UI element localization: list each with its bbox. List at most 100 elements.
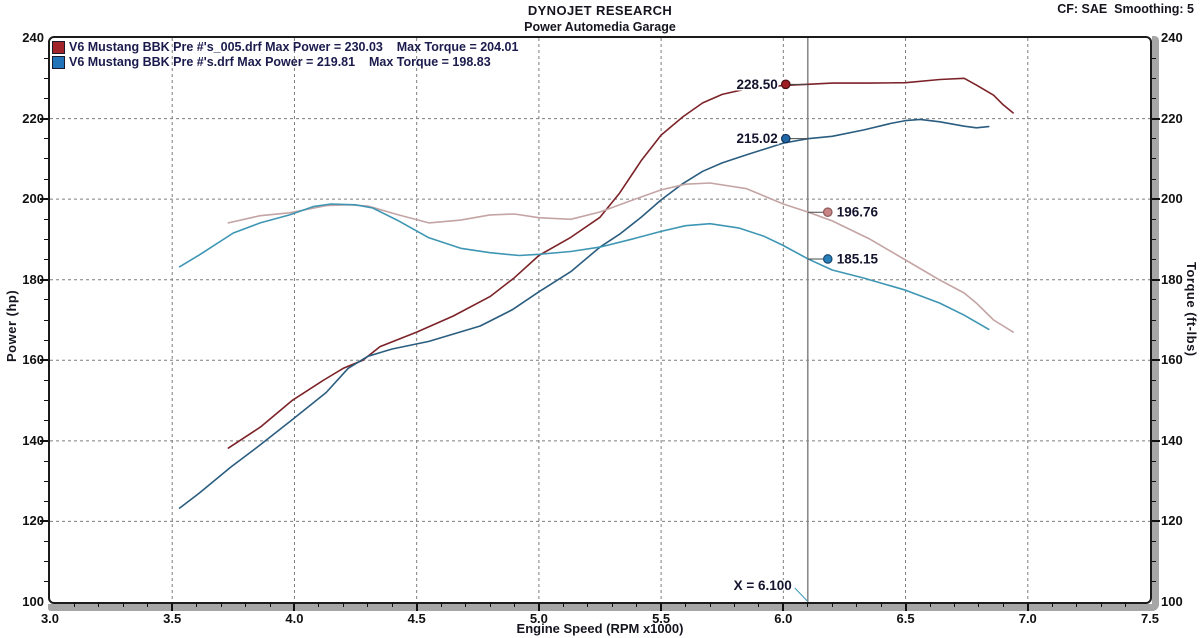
- y-right-tick-label: 200: [1161, 191, 1183, 207]
- y-right-minor-tick: [1152, 158, 1156, 160]
- y-left-tick-label: 100: [22, 594, 44, 609]
- x-axis-minor-tick: [953, 603, 955, 607]
- x-axis-minor-tick: [636, 603, 638, 607]
- y-left-minor-tick: [44, 77, 48, 79]
- cursor-value-label: 215.02: [736, 131, 777, 146]
- x-axis-minor-tick: [880, 603, 882, 607]
- y-right-minor-tick: [1152, 339, 1156, 341]
- cursor-marker-dot: [822, 207, 833, 217]
- x-axis-minor-tick: [978, 603, 980, 607]
- y-left-minor-tick: [44, 238, 48, 240]
- y-right-tick-label: 240: [1161, 30, 1183, 45]
- y-right-major-tick: [1152, 278, 1160, 281]
- y-right-minor-tick: [1152, 379, 1156, 381]
- y-left-minor-tick: [44, 259, 48, 261]
- y-right-major-tick: [1152, 439, 1160, 442]
- y-right-major-tick: [1152, 359, 1160, 362]
- x-axis-major-tick: [415, 603, 418, 611]
- y-right-tick-label: 220: [1161, 110, 1183, 126]
- y-right-minor-tick: [1152, 420, 1156, 422]
- legend: V6 Mustang BBK Pre #'s_005.drf Max Power…: [52, 40, 518, 70]
- y-left-tick-label: 120: [22, 513, 44, 529]
- x-axis-minor-tick: [147, 603, 149, 607]
- y-left-minor-tick: [44, 500, 48, 502]
- y-left-minor-tick: [44, 319, 48, 321]
- y-right-minor-tick: [1152, 480, 1156, 482]
- y-left-minor-tick: [44, 379, 48, 381]
- cursor-value-label: 228.50: [736, 77, 777, 92]
- cursor-value-label: 196.76: [837, 205, 879, 220]
- x-axis-minor-tick: [587, 603, 589, 607]
- cursor-value-label: 185.15: [837, 251, 879, 266]
- y-right-minor-tick: [1152, 178, 1156, 180]
- y-right-minor-tick: [1152, 460, 1156, 462]
- y-left-major-tick: [40, 198, 48, 201]
- x-tick-label: 4.0: [285, 611, 304, 626]
- y-right-minor-tick: [1152, 57, 1156, 59]
- x-tick-label: 4.5: [407, 611, 426, 626]
- y-right-minor-tick: [1152, 561, 1156, 563]
- legend-row[interactable]: V6 Mustang BBK Pre #'s_005.drf Max Power…: [52, 40, 518, 54]
- plot-area[interactable]: V6 Mustang BBK Pre #'s_005.drf Max Power…: [48, 36, 1152, 604]
- y-right-minor-tick: [1152, 319, 1156, 321]
- legend-run-label: V6 Mustang BBK Pre #'s.drf Max Power = 2…: [69, 54, 491, 69]
- y-right-minor-tick: [1152, 238, 1156, 240]
- curve-torque-salmon: [227, 182, 1014, 333]
- y-left-major-tick: [40, 117, 48, 120]
- x-axis-minor-tick: [367, 603, 369, 607]
- page-subtitle: Power Automedia Garage: [524, 20, 676, 34]
- x-axis-minor-tick: [562, 603, 564, 607]
- y-left-major-tick: [40, 278, 48, 281]
- y-right-minor-tick: [1152, 500, 1156, 502]
- legend-run-label: V6 Mustang BBK Pre #'s_005.drf Max Power…: [69, 39, 519, 54]
- y-right-minor-tick: [1152, 259, 1156, 261]
- y-right-major-tick: [1152, 198, 1160, 201]
- x-axis-minor-tick: [73, 603, 75, 607]
- x-tick-label: 7.0: [1018, 611, 1037, 626]
- y-axis-title-torque: Torque (ft-lbs): [1184, 262, 1199, 357]
- x-axis-minor-tick: [440, 603, 442, 607]
- y-right-minor-tick: [1152, 299, 1156, 301]
- y-left-minor-tick: [44, 420, 48, 422]
- x-axis-minor-tick: [1002, 603, 1004, 607]
- right-axis-spine: [1152, 36, 1159, 611]
- y-right-tick-label: 120: [1161, 513, 1183, 529]
- y-right-minor-tick: [1152, 138, 1156, 140]
- y-left-minor-tick: [44, 57, 48, 59]
- x-axis-minor-tick: [122, 603, 124, 607]
- y-right-tick-label: 180: [1161, 271, 1183, 287]
- y-left-tick-label: 220: [22, 110, 44, 126]
- y-right-major-tick: [1152, 117, 1160, 120]
- x-tick-label: 5.5: [652, 611, 671, 626]
- x-axis-minor-tick: [513, 603, 515, 607]
- x-axis-minor-tick: [807, 603, 809, 607]
- x-axis-minor-tick: [856, 603, 858, 607]
- y-left-tick-label: 180: [22, 271, 44, 287]
- legend-row[interactable]: V6 Mustang BBK Pre #'s.drf Max Power = 2…: [52, 55, 518, 69]
- x-axis-minor-tick: [685, 603, 687, 607]
- x-axis-minor-tick: [465, 603, 467, 607]
- x-axis-title: Engine Speed (RPM x1000): [516, 621, 684, 636]
- y-left-tick-label: 200: [22, 191, 44, 207]
- x-tick-label: 6.5: [896, 611, 915, 626]
- x-axis-minor-tick: [929, 603, 931, 607]
- x-axis-minor-tick: [245, 603, 247, 607]
- y-left-tick-label: 160: [22, 352, 44, 368]
- cursor-x-label: X = 6.100: [734, 578, 792, 593]
- x-axis-minor-tick: [611, 603, 613, 607]
- cursor-marker-dot: [822, 254, 833, 264]
- legend-swatch-red: [52, 40, 65, 54]
- x-tick-label: 7.5: [1140, 611, 1160, 626]
- x-tick-label: 3.5: [163, 611, 182, 626]
- x-axis-major-tick: [537, 603, 540, 611]
- x-axis-minor-tick: [269, 603, 271, 607]
- y-left-tick-label: 240: [22, 30, 44, 45]
- y-left-minor-tick: [44, 158, 48, 160]
- y-right-minor-tick: [1152, 400, 1156, 402]
- y-left-major-tick: [40, 359, 48, 362]
- x-axis-major-tick: [660, 603, 663, 611]
- y-left-minor-tick: [44, 97, 48, 99]
- page-title: DYNOJET RESEARCH: [527, 3, 673, 18]
- x-tick-label: 5.0: [529, 611, 548, 626]
